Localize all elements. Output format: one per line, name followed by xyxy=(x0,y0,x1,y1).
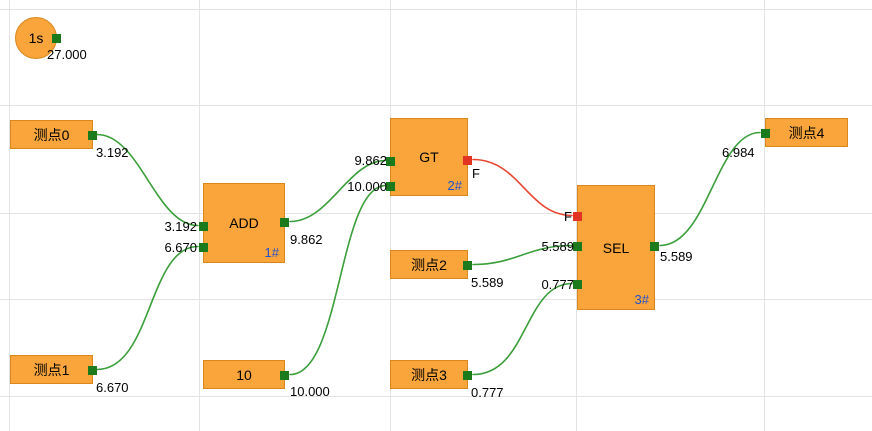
gt-input2-value: 10.000 xyxy=(347,179,387,194)
block-gt[interactable]: GT 2# xyxy=(386,118,472,196)
block-sel-index: 3# xyxy=(634,292,649,307)
block-gt-label: GT xyxy=(419,149,439,165)
block-point1[interactable]: 测点1 xyxy=(10,355,97,384)
wire-add-gt[interactable] xyxy=(289,159,387,223)
block-const10-label: 10 xyxy=(236,366,252,383)
point0-output-port[interactable] xyxy=(88,131,97,140)
point3-output-value: 0.777 xyxy=(471,385,504,400)
timer-value: 27.000 xyxy=(47,47,87,62)
add-input2-port[interactable] xyxy=(199,243,208,252)
add-output-value: 9.862 xyxy=(290,232,323,247)
gt-output-port[interactable] xyxy=(463,156,472,165)
block-sel-label: SEL xyxy=(602,239,630,256)
wire-point1-add[interactable] xyxy=(96,245,199,371)
point2-output-value: 5.589 xyxy=(471,275,504,290)
point1-output-value: 6.670 xyxy=(96,380,129,395)
add-input1-value: 3.192 xyxy=(164,219,197,234)
add-input1-port[interactable] xyxy=(199,222,208,231)
block-add-label: ADD xyxy=(229,215,259,231)
sel-output-port[interactable] xyxy=(650,242,659,251)
wire-const10-gt[interactable] xyxy=(289,184,387,376)
timer-label: 1s xyxy=(28,30,44,46)
sel-output-value: 5.589 xyxy=(660,249,693,264)
timer-output-port[interactable] xyxy=(52,34,61,43)
point2-output-port[interactable] xyxy=(463,261,472,270)
point4-input-port[interactable] xyxy=(761,129,770,138)
gt-output-value: F xyxy=(472,166,480,181)
const10-output-value: 10.000 xyxy=(290,384,330,399)
sel-input3-port[interactable] xyxy=(573,280,582,289)
sel-input1-value: F xyxy=(564,209,572,224)
point1-output-port[interactable] xyxy=(88,366,97,375)
wire-sel-point4[interactable] xyxy=(659,131,761,247)
block-point2[interactable]: 测点2 xyxy=(390,250,472,279)
block-point3-label: 测点3 xyxy=(411,366,447,383)
gt-input1-port[interactable] xyxy=(386,157,395,166)
sel-input2-port[interactable] xyxy=(573,242,582,251)
add-output-port[interactable] xyxy=(280,218,289,227)
block-point3[interactable]: 测点3 xyxy=(390,360,472,389)
block-gt-index: 2# xyxy=(447,178,462,193)
block-point2-label: 测点2 xyxy=(411,256,447,273)
block-add-index: 1# xyxy=(264,245,279,260)
wire-gt-sel[interactable] xyxy=(472,158,573,217)
block-point1-label: 测点1 xyxy=(33,361,70,378)
sel-input1-port[interactable] xyxy=(573,212,582,221)
wire-point3-sel[interactable] xyxy=(472,282,573,376)
const10-output-port[interactable] xyxy=(280,371,289,380)
sel-input3-value: 0.777 xyxy=(541,277,574,292)
block-point0[interactable]: 测点0 xyxy=(10,120,97,149)
block-point0-label: 测点0 xyxy=(33,126,70,143)
wire-point0-add[interactable] xyxy=(96,133,199,227)
point0-output-value: 3.192 xyxy=(96,145,129,160)
block-point4[interactable]: 测点4 xyxy=(761,118,848,147)
block-const10[interactable]: 10 xyxy=(203,360,289,389)
gt-input2-port[interactable] xyxy=(386,182,395,191)
wire-point2-sel[interactable] xyxy=(472,244,573,266)
add-input2-value: 6.670 xyxy=(164,240,197,255)
point3-output-port[interactable] xyxy=(463,371,472,380)
gt-input1-value: 9.862 xyxy=(354,153,387,168)
sel-input2-value: 5.589 xyxy=(541,239,574,254)
point4-input-value: 6.984 xyxy=(722,145,755,160)
block-point4-label: 测点4 xyxy=(788,124,825,141)
block-add[interactable]: ADD 1# xyxy=(199,183,289,263)
block-sel[interactable]: SEL 3# xyxy=(573,185,659,310)
wires xyxy=(96,131,761,376)
